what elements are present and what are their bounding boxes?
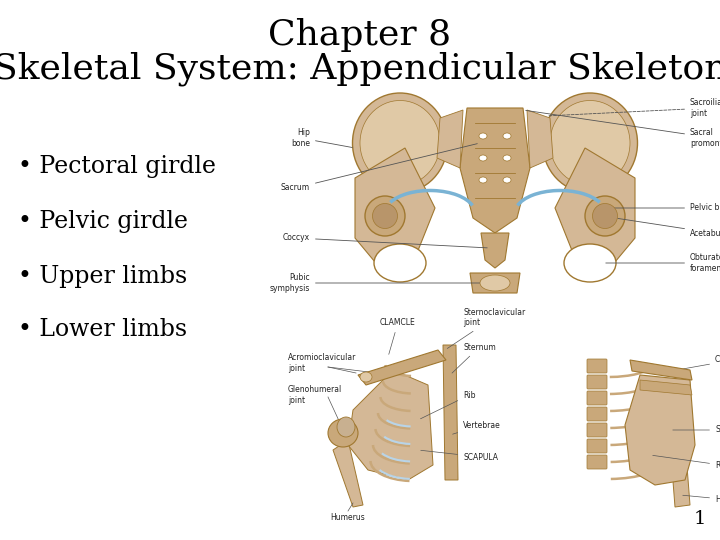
Text: Humerus: Humerus: [683, 495, 720, 504]
Polygon shape: [437, 110, 463, 168]
Polygon shape: [527, 110, 553, 168]
FancyBboxPatch shape: [587, 375, 607, 389]
Text: CLAVICLE: CLAVICLE: [662, 355, 720, 373]
Text: SCAPULA: SCAPULA: [420, 450, 498, 462]
Text: Rib: Rib: [653, 455, 720, 469]
Polygon shape: [348, 370, 433, 480]
FancyBboxPatch shape: [587, 359, 607, 373]
FancyBboxPatch shape: [587, 407, 607, 421]
Text: Pubic
symphysis: Pubic symphysis: [269, 273, 482, 293]
Text: 1: 1: [693, 510, 706, 528]
Text: Coccyx: Coccyx: [283, 233, 487, 248]
Ellipse shape: [480, 275, 510, 291]
Polygon shape: [640, 380, 692, 395]
Polygon shape: [670, 440, 690, 507]
Text: Sternoclavicular
joint: Sternoclavicular joint: [447, 308, 526, 348]
Polygon shape: [460, 108, 530, 233]
Text: Vertebrae: Vertebrae: [453, 421, 500, 434]
Text: Sternum: Sternum: [452, 342, 496, 373]
Ellipse shape: [328, 419, 358, 447]
Ellipse shape: [360, 372, 372, 382]
Text: SCAPULA: SCAPULA: [672, 426, 720, 435]
Text: Humerus: Humerus: [330, 513, 365, 522]
Text: Sacroiliac
joint: Sacroiliac joint: [548, 98, 720, 118]
Polygon shape: [555, 148, 635, 268]
Text: Sacrum: Sacrum: [281, 144, 477, 192]
Ellipse shape: [337, 417, 355, 437]
FancyBboxPatch shape: [587, 423, 607, 437]
Text: Hip
bone: Hip bone: [291, 129, 352, 148]
Ellipse shape: [542, 93, 637, 193]
Ellipse shape: [479, 177, 487, 183]
Polygon shape: [470, 273, 520, 293]
Text: • Pelvic girdle: • Pelvic girdle: [18, 210, 188, 233]
Ellipse shape: [550, 100, 630, 186]
Polygon shape: [630, 360, 692, 380]
Ellipse shape: [353, 93, 448, 193]
FancyBboxPatch shape: [587, 455, 607, 469]
Text: • Pectoral girdle: • Pectoral girdle: [18, 155, 216, 178]
Text: Rib: Rib: [420, 390, 475, 419]
Ellipse shape: [374, 244, 426, 282]
Ellipse shape: [663, 419, 693, 447]
Ellipse shape: [372, 204, 397, 228]
FancyBboxPatch shape: [587, 439, 607, 453]
Text: Obturator
foramen: Obturator foramen: [606, 253, 720, 273]
Polygon shape: [358, 350, 446, 385]
Ellipse shape: [585, 196, 625, 236]
Ellipse shape: [479, 155, 487, 161]
Ellipse shape: [564, 244, 616, 282]
Text: Pelvic brim: Pelvic brim: [606, 204, 720, 213]
Polygon shape: [355, 148, 435, 268]
Ellipse shape: [503, 133, 511, 139]
Polygon shape: [443, 345, 458, 480]
Ellipse shape: [593, 204, 618, 228]
Polygon shape: [625, 375, 695, 485]
Polygon shape: [333, 440, 363, 507]
Text: Glenohumeral
joint: Glenohumeral joint: [288, 386, 342, 404]
Text: • Lower limbs: • Lower limbs: [18, 318, 187, 341]
Ellipse shape: [503, 177, 511, 183]
Text: Skeletal System: Appendicular Skeleton: Skeletal System: Appendicular Skeleton: [0, 52, 720, 86]
Text: Chapter 8: Chapter 8: [269, 18, 451, 52]
Ellipse shape: [360, 100, 440, 186]
Text: CLAMCLE: CLAMCLE: [380, 318, 416, 354]
Text: Acromioclavicular
joint: Acromioclavicular joint: [288, 353, 356, 373]
Polygon shape: [481, 233, 509, 268]
Ellipse shape: [503, 155, 511, 161]
Ellipse shape: [365, 196, 405, 236]
Text: • Upper limbs: • Upper limbs: [18, 265, 187, 288]
Ellipse shape: [479, 133, 487, 139]
FancyBboxPatch shape: [587, 391, 607, 405]
Text: Sacral
promontory: Sacral promontory: [526, 110, 720, 148]
Text: Acetabulum: Acetabulum: [618, 218, 720, 238]
